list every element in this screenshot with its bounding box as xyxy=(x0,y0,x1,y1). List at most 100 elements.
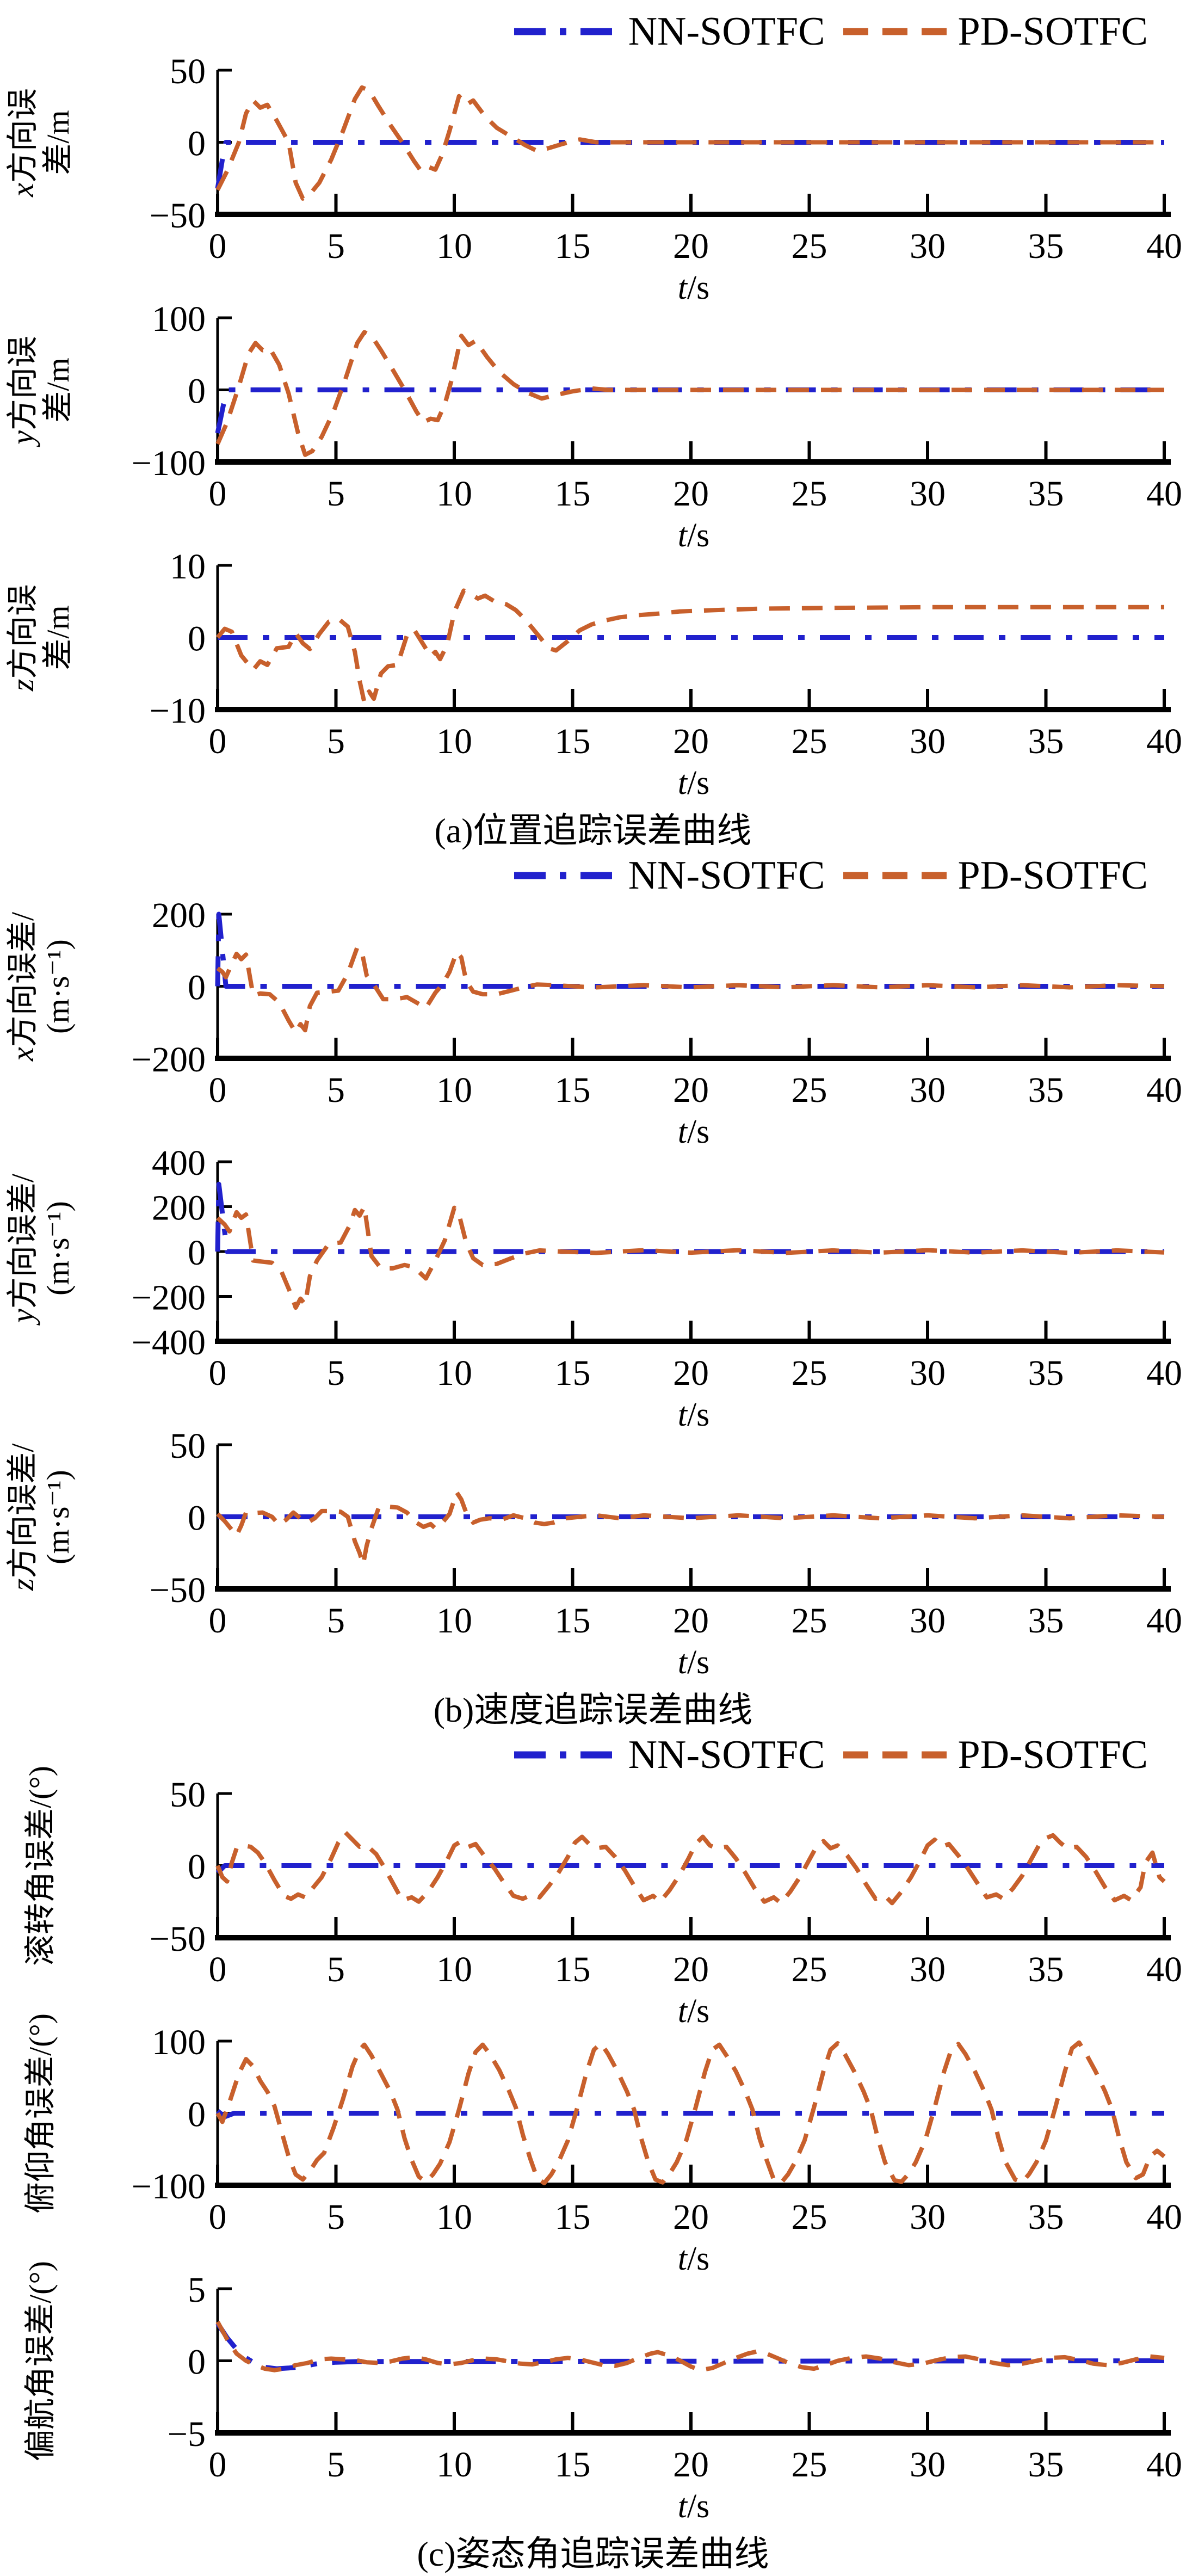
svg-text:20: 20 xyxy=(673,1950,709,1989)
svg-text:15: 15 xyxy=(555,1353,591,1393)
svg-text:30: 30 xyxy=(910,1950,946,1989)
svg-text:40: 40 xyxy=(1146,226,1182,266)
svg-text:50: 50 xyxy=(170,1780,206,1815)
legend-label-nn: NN-SOTFC xyxy=(628,1732,825,1777)
caption-b: (b)速度追踪误差曲线 xyxy=(433,1691,753,1729)
svg-text:0: 0 xyxy=(209,1950,227,1989)
svg-text:35: 35 xyxy=(1028,722,1064,761)
chart-b2: 400 200 0 −200 −400 0 5 10 15 20 25 30 35 40 xyxy=(82,1143,1186,1398)
subplot-c1: 滚转角误差/(°) 50 0 −50 0 5 10 15 20 25 30 35 40 xyxy=(0,1766,1186,1995)
svg-text:25: 25 xyxy=(792,1601,827,1641)
svg-text:30: 30 xyxy=(910,1601,946,1641)
svg-text:0: 0 xyxy=(209,2197,227,2237)
svg-text:20: 20 xyxy=(673,1353,709,1393)
svg-text:−100: −100 xyxy=(132,2167,206,2207)
svg-text:5: 5 xyxy=(327,2445,345,2485)
svg-text:40: 40 xyxy=(1146,2197,1182,2237)
svg-text:15: 15 xyxy=(555,1601,591,1641)
svg-text:20: 20 xyxy=(673,722,709,761)
svg-text:10: 10 xyxy=(436,226,472,266)
svg-text:10: 10 xyxy=(436,2197,472,2237)
subplot-c3: 偏航角误差/(°) 5 0 −5 0 5 10 15 20 25 30 35 40 xyxy=(0,2261,1186,2490)
svg-text:35: 35 xyxy=(1028,1070,1064,1110)
svg-text:−50: −50 xyxy=(150,1570,206,1610)
y-axis-label-a1: x方向误 差/m xyxy=(5,88,76,197)
svg-text:25: 25 xyxy=(792,2445,827,2485)
svg-text:15: 15 xyxy=(555,474,591,514)
pd-dashed-line-icon xyxy=(843,28,947,35)
svg-text:15: 15 xyxy=(555,722,591,761)
svg-text:40: 40 xyxy=(1146,1353,1182,1393)
chart-c2: 100 0 −100 0 5 10 15 20 25 30 35 40 xyxy=(82,2023,1186,2242)
svg-text:0: 0 xyxy=(188,967,206,1007)
svg-text:−200: −200 xyxy=(132,1040,206,1080)
x-axis-label-a2: t/s xyxy=(677,517,710,554)
svg-text:10: 10 xyxy=(170,552,206,587)
legend-item-nn: NN-SOTFC xyxy=(514,1732,825,1778)
svg-text:20: 20 xyxy=(673,474,709,514)
x-axis-label-b1: t/s xyxy=(677,1113,710,1150)
legend-row-b: NN-SOTFC PD-SOTFC xyxy=(0,851,1186,901)
svg-text:35: 35 xyxy=(1028,474,1064,514)
svg-text:25: 25 xyxy=(792,1070,827,1110)
caption-a: (a)位置追踪误差曲线 xyxy=(434,811,752,850)
svg-text:0: 0 xyxy=(188,1847,206,1887)
svg-text:40: 40 xyxy=(1146,1070,1182,1110)
svg-text:10: 10 xyxy=(436,1950,472,1989)
svg-text:200: 200 xyxy=(152,1188,206,1228)
svg-text:15: 15 xyxy=(555,2445,591,2485)
svg-text:30: 30 xyxy=(910,1353,946,1393)
svg-text:−50: −50 xyxy=(150,196,206,236)
svg-text:5: 5 xyxy=(327,722,345,761)
svg-text:0: 0 xyxy=(209,1601,227,1641)
svg-text:0: 0 xyxy=(188,1233,206,1273)
svg-text:100: 100 xyxy=(152,2027,206,2062)
svg-text:10: 10 xyxy=(436,474,472,514)
legend-item-pd: PD-SOTFC xyxy=(843,9,1148,55)
svg-text:0: 0 xyxy=(188,1498,206,1538)
svg-text:5: 5 xyxy=(327,2197,345,2237)
subplot-a3: z方向误 差/m 10 0 −10 0 5 10 15 20 25 30 35 40 xyxy=(0,547,1186,767)
svg-text:−50: −50 xyxy=(150,1919,206,1959)
subplot-c2: 俯仰角误差/(°) 100 0 −100 0 5 10 15 20 25 30 35 40 xyxy=(0,2013,1186,2242)
subplot-b2: y方向误差/ (m·s⁻¹) 400 200 0 −200 −400 0 5 10 15 20 25… xyxy=(0,1143,1186,1398)
svg-text:0: 0 xyxy=(188,2342,206,2382)
x-axis-label-b2: t/s xyxy=(677,1396,710,1433)
subplot-b1: x方向误差/ (m·s⁻¹) 200 0 −200 0 5 10 15 20 25 30 35 40 xyxy=(0,896,1186,1116)
svg-text:50: 50 xyxy=(170,57,206,91)
svg-text:40: 40 xyxy=(1146,722,1182,761)
y-axis-label-a3: z方向误 差/m xyxy=(5,584,76,692)
legend-row-c: NN-SOTFC PD-SOTFC xyxy=(0,1730,1186,1780)
svg-text:25: 25 xyxy=(792,722,827,761)
legend-label-pd: PD-SOTFC xyxy=(958,1732,1148,1777)
svg-text:0: 0 xyxy=(209,1353,227,1393)
svg-text:30: 30 xyxy=(910,474,946,514)
y-axis-label-c2: 俯仰角误差/(°) xyxy=(22,2013,58,2214)
svg-text:5: 5 xyxy=(327,226,345,266)
svg-text:40: 40 xyxy=(1146,474,1182,514)
svg-text:−5: −5 xyxy=(168,2414,206,2454)
y-axis-label-c1: 滚转角误差/(°) xyxy=(22,1766,58,1966)
legend-item-nn: NN-SOTFC xyxy=(514,853,825,899)
x-axis-label-c1: t/s xyxy=(677,1993,710,2030)
svg-text:30: 30 xyxy=(910,2445,946,2485)
x-axis-label-a3: t/s xyxy=(677,765,710,802)
svg-text:15: 15 xyxy=(555,2197,591,2237)
svg-text:30: 30 xyxy=(910,226,946,266)
svg-text:20: 20 xyxy=(673,2197,709,2237)
svg-text:40: 40 xyxy=(1146,2445,1182,2485)
svg-text:10: 10 xyxy=(436,722,472,761)
svg-text:−400: −400 xyxy=(132,1323,206,1363)
y-axis-label-b3: z方向误差/ (m·s⁻¹) xyxy=(5,1443,76,1591)
y-axis-label-c3: 偏航角误差/(°) xyxy=(22,2261,58,2461)
svg-text:40: 40 xyxy=(1146,1950,1182,1989)
chart-c1: 50 0 −50 0 5 10 15 20 25 30 35 40 xyxy=(82,1775,1186,1995)
nn-dashdot-line-icon xyxy=(514,1751,617,1759)
legend-item-pd: PD-SOTFC xyxy=(843,1732,1148,1778)
x-axis-label-a1: t/s xyxy=(677,269,710,306)
y-axis-label-b1: x方向误差/ (m·s⁻¹) xyxy=(5,912,76,1061)
nn-dashdot-line-icon xyxy=(514,872,617,879)
svg-text:25: 25 xyxy=(792,474,827,514)
svg-text:10: 10 xyxy=(436,2445,472,2485)
subplot-a1: x方向误 差/m 50 0 −50 0 5 10 15 20 25 30 35 40 xyxy=(0,52,1186,272)
